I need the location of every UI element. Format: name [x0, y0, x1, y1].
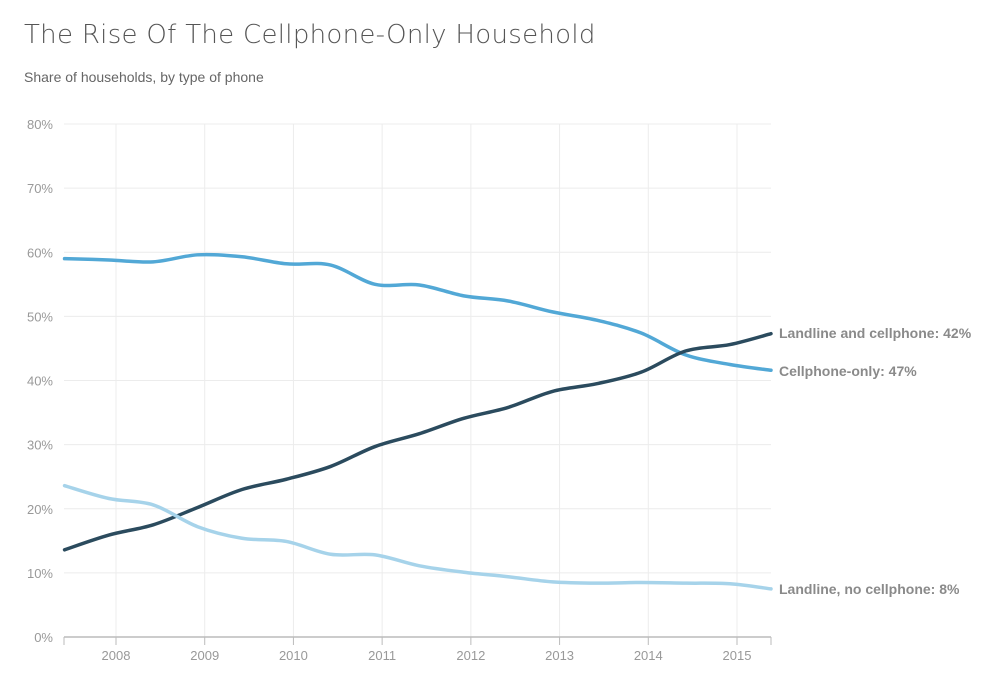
series-label: Landline and cellphone: 42% [779, 325, 972, 341]
x-tick-label: 2013 [545, 648, 574, 663]
y-tick-label: 20% [27, 502, 53, 517]
series-label: Landline, no cellphone: 8% [779, 581, 960, 597]
series-line-landline-and-cellphone [62, 252, 773, 372]
y-tick-label: 50% [27, 309, 53, 324]
y-tick-label: 30% [27, 438, 53, 453]
y-tick-label: 60% [27, 245, 53, 260]
y-tick-label: 0% [34, 630, 53, 645]
x-tick-label: 2009 [190, 648, 219, 663]
chart-subtitle: Share of households, by type of phone [24, 69, 264, 85]
x-tick-label: 2011 [368, 648, 396, 663]
chart-title: The Rise Of The Cellphone-Only Household [24, 20, 596, 50]
x-tick-label: 2015 [723, 648, 752, 663]
series-line-landline-no-cellphone [62, 483, 773, 591]
series-line-cellphone-only [62, 331, 773, 552]
y-tick-label: 80% [27, 117, 53, 132]
y-tick-label: 40% [27, 374, 53, 389]
y-tick-label: 10% [27, 566, 53, 581]
x-tick-label: 2012 [456, 648, 485, 663]
x-tick-label: 2010 [279, 648, 308, 663]
series-label: Cellphone-only: 47% [779, 363, 917, 379]
x-tick-label: 2008 [102, 648, 131, 663]
x-tick-label: 2014 [634, 648, 663, 663]
y-tick-label: 70% [27, 181, 53, 196]
